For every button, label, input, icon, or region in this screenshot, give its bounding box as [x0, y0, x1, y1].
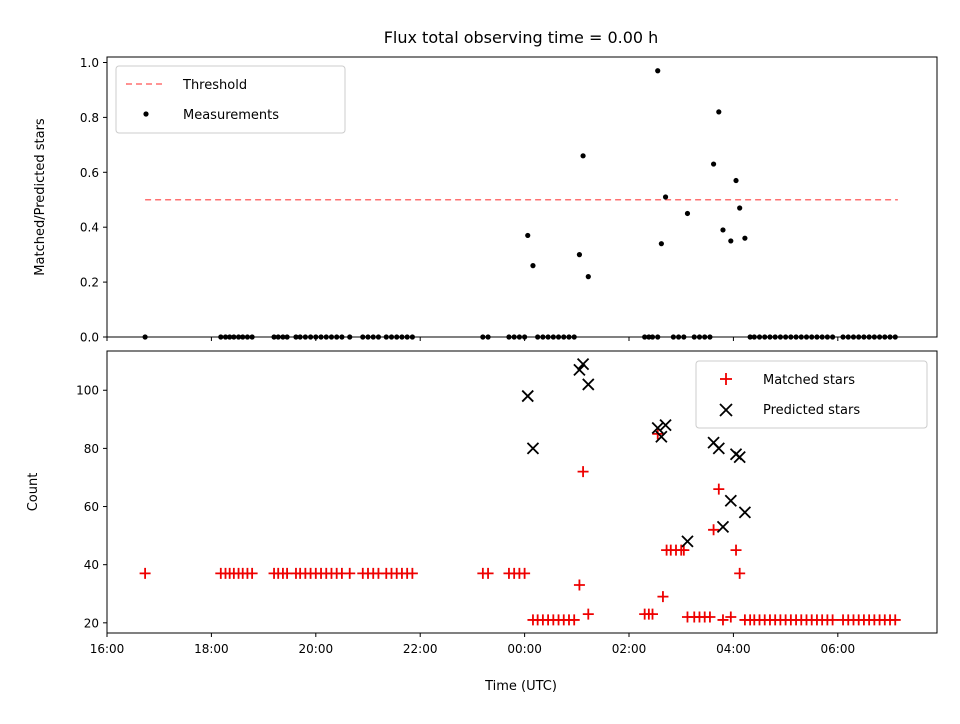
predicted-stars-point: [521, 389, 534, 403]
measurements-point: [742, 235, 748, 241]
bottom-panel-frame: [106, 350, 938, 634]
measurements-point: [530, 263, 536, 269]
measurements-point: [585, 274, 591, 280]
bottom-panel-ticks: 16:00 18:00 20:00 22:00 00:00 02:00 04:00 06:00…: [76, 384, 855, 656]
predicted-stars-point: [733, 450, 746, 464]
predicted-stars-point: [576, 357, 590, 371]
chart-title: Flux total observing time = 0.00 h: [384, 28, 659, 47]
x-tick-label: 18:00: [194, 642, 229, 656]
matched-legend-swatch: [720, 373, 732, 385]
matched-stars-point: [725, 611, 737, 623]
y-tick-label: 100: [76, 384, 99, 398]
matched-stars-point: [582, 608, 594, 620]
x-tick-label: 02:00: [612, 642, 647, 656]
measurements-point: [716, 109, 722, 115]
x-tick-label: 00:00: [507, 642, 542, 656]
bottom-legend: Matched stars Predicted stars: [695, 360, 928, 429]
matched-stars-point: [734, 567, 746, 579]
matched-stars-point: [717, 614, 729, 626]
matched-stars-point: [406, 567, 418, 579]
matched-stars-point: [139, 567, 151, 579]
y-tick-label: 40: [84, 558, 99, 572]
matched-stars-point: [678, 544, 690, 556]
predicted-legend-swatch: [719, 403, 733, 417]
predicted-stars-point: [712, 442, 725, 455]
top-panel-frame: [106, 56, 938, 338]
measurements-point: [658, 241, 664, 247]
y-tick-label: 1.0: [80, 56, 99, 70]
measurements-point: [710, 161, 717, 167]
measurements-legend-label: Measurements: [183, 108, 279, 123]
predicted-legend-label: Predicted stars: [763, 403, 860, 418]
predicted-stars-point: [526, 442, 540, 455]
x-axis-label: Time (UTC): [484, 679, 557, 694]
y-tick-label: 0.8: [80, 111, 99, 125]
y-tick-label: 80: [84, 442, 99, 456]
matched-legend-label: Matched stars: [763, 373, 855, 388]
y-tick-label: 0.2: [80, 276, 99, 290]
predicted-stars-point: [716, 520, 730, 534]
bottom-panel: 16:00 18:00 20:00 22:00 00:00 02:00 04:00 06:00…: [26, 350, 938, 694]
predicted-stars-point: [651, 421, 664, 435]
x-tick-label: 04:00: [716, 642, 751, 656]
top-panel-ylabel: Matched/Predicted stars: [33, 118, 48, 276]
x-tick-label: 16:00: [90, 642, 125, 656]
measurements-point: [525, 232, 531, 239]
matched-stars-point: [704, 611, 716, 623]
measurements-point: [580, 153, 586, 159]
measurements-point: [733, 177, 739, 184]
predicted-stars-point: [738, 506, 752, 519]
top-legend-box: [115, 65, 346, 134]
threshold-legend-label: Threshold: [182, 78, 247, 93]
matched-stars-point: [713, 483, 725, 495]
matched-stars-point: [344, 567, 356, 579]
predicted-stars-point: [724, 494, 737, 507]
bottom-legend-box: [695, 360, 928, 429]
matched-stars-point: [647, 608, 659, 620]
measurements-point: [662, 194, 669, 200]
measurements-point: [576, 252, 583, 258]
y-tick-label: 20: [84, 616, 99, 630]
bottom-panel-marks: [139, 357, 901, 626]
matched-stars-point: [519, 567, 531, 579]
matched-stars-point: [246, 567, 258, 579]
matched-stars-point: [827, 614, 839, 626]
x-tick-label: 22:00: [403, 642, 438, 656]
predicted-stars-point: [659, 418, 672, 432]
matched-stars-point: [573, 579, 585, 591]
top-panel-ticks: 0.0 0.2 0.4 0.6 0.8 1.0: [80, 56, 839, 345]
predicted-stars-point: [681, 535, 694, 548]
measurements-point: [737, 205, 743, 211]
measurements-point: [655, 68, 661, 74]
top-legend: Threshold Measurements: [115, 65, 346, 134]
predicted-stars-point: [655, 430, 668, 443]
x-tick-label: 20:00: [299, 642, 334, 656]
predicted-stars-point: [573, 363, 586, 377]
matched-stars-point: [482, 567, 494, 579]
matched-stars-point: [568, 614, 580, 626]
matched-stars-point: [730, 544, 742, 556]
measurements-legend-swatch: [143, 111, 149, 117]
bottom-panel-ylabel: Count: [26, 473, 41, 512]
measurements-point: [720, 227, 726, 233]
predicted-stars-point: [582, 378, 595, 391]
y-tick-label: 0.0: [80, 331, 99, 345]
matched-stars-point: [889, 614, 901, 626]
matched-stars-point: [708, 524, 720, 536]
y-tick-label: 0.4: [80, 221, 99, 235]
x-tick-label: 06:00: [821, 642, 856, 656]
y-tick-label: 60: [84, 500, 99, 514]
measurements-point: [684, 210, 691, 217]
top-panel: 0.0 0.2 0.4 0.6 0.8 1.0 Matched/Predicted sta…: [33, 56, 938, 345]
matched-stars-point: [657, 591, 669, 603]
matched-stars-point: [577, 466, 589, 478]
y-tick-label: 0.6: [80, 166, 99, 180]
measurements-point: [728, 238, 734, 244]
